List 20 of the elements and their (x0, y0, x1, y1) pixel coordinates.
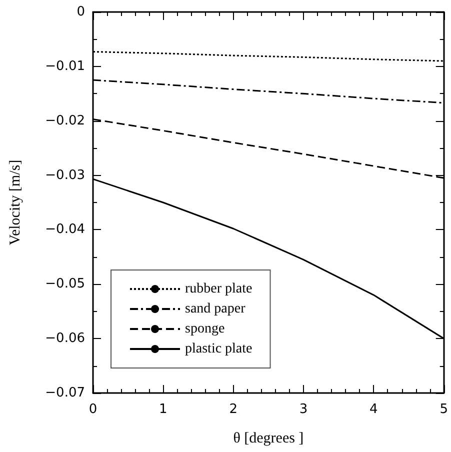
x-tick-label: 0 (88, 402, 98, 417)
x-axis-title: θ [degrees ] (233, 430, 304, 446)
y-tick-label: −0.06 (45, 331, 85, 346)
y-tick-label: −0.03 (45, 168, 85, 183)
y-axis-title: Velocity [m/s] (8, 160, 24, 246)
x-tick-label: 3 (299, 402, 308, 417)
legend-label: rubber plate (185, 282, 252, 296)
y-tick-label: −0.04 (45, 222, 85, 238)
y-tick-label: −0.07 (45, 386, 85, 400)
legend-label: sponge (185, 322, 225, 336)
x-tick-label: 2 (229, 402, 238, 417)
x-tick-label: 4 (370, 402, 378, 417)
y-tick-label: −0.02 (45, 113, 85, 128)
legend-label: sand paper (185, 302, 246, 316)
y-tick-label: 0 (76, 4, 85, 20)
x-tick-label: 5 (440, 402, 448, 417)
x-tick-label: 1 (159, 402, 168, 417)
y-tick-label: −0.05 (45, 276, 85, 292)
y-tick-label: −0.01 (45, 58, 85, 74)
legend-label: plastic plate (185, 342, 252, 356)
